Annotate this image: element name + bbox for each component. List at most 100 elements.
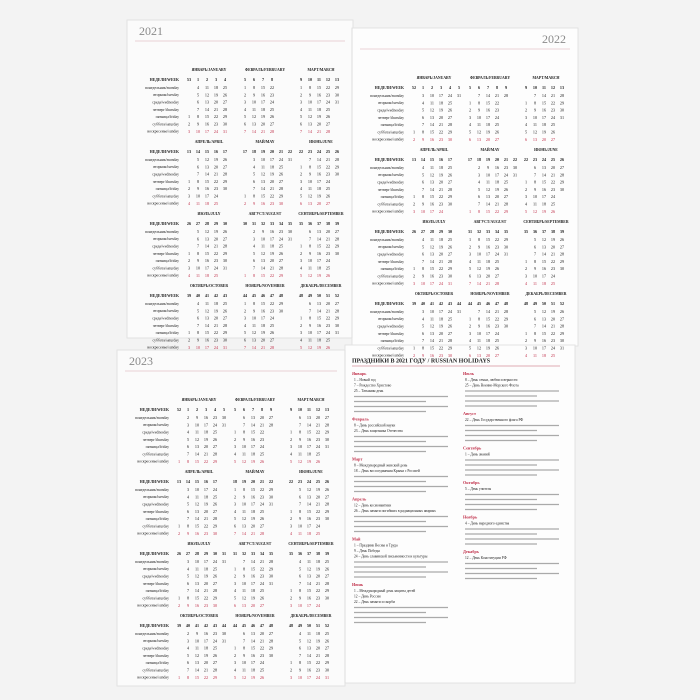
day: 20: [551, 165, 555, 170]
day: 4: [300, 186, 303, 191]
day: 9: [196, 631, 198, 636]
day: 24: [551, 115, 556, 120]
day: 5: [197, 157, 199, 162]
weekday-label: вторник/tuesday: [378, 245, 404, 249]
day: 16: [261, 92, 265, 97]
day: 8: [478, 100, 480, 105]
weekday-label: пятница/friday: [146, 445, 169, 449]
day: 15: [205, 251, 209, 256]
day: 9: [422, 137, 424, 142]
day: 3: [525, 345, 527, 350]
week-number: 52: [177, 407, 181, 412]
day: 12: [205, 308, 209, 313]
week-number: 5: [234, 407, 236, 412]
holiday-month: Февраль: [352, 416, 370, 421]
week-number: 3: [215, 77, 217, 82]
day: 26: [270, 114, 274, 119]
day: 7: [299, 502, 301, 507]
day: 25: [260, 509, 264, 514]
day: 28: [448, 187, 452, 192]
day: 10: [196, 265, 200, 270]
day: 22: [270, 273, 274, 278]
day: 25: [213, 494, 217, 499]
day: 5: [534, 237, 536, 242]
day: 12: [205, 92, 209, 97]
week-number: 14: [421, 157, 426, 162]
week-number: 43: [448, 301, 452, 306]
day: 4: [244, 323, 247, 328]
day: 1: [413, 345, 415, 350]
week-number: 2: [196, 407, 198, 412]
weekday-label: вторник/tuesday: [143, 495, 169, 499]
week-number: 26: [187, 221, 191, 226]
day: 17: [486, 252, 490, 257]
day: 8: [243, 646, 245, 651]
day: 30: [269, 494, 273, 499]
week-number: 52: [335, 293, 339, 298]
day: 14: [195, 516, 200, 521]
weekday-label: понедельник/monday: [135, 416, 169, 420]
day: 28: [560, 172, 564, 177]
day: 24: [448, 309, 453, 314]
day: 31: [335, 100, 339, 105]
day: 11: [430, 165, 434, 170]
day: 19: [251, 516, 255, 521]
holiday-month: Май: [352, 536, 361, 541]
day: 27: [260, 603, 264, 608]
day: 24: [260, 660, 265, 665]
month-name: МАЙ/MAY: [255, 139, 274, 144]
day: 16: [204, 415, 208, 420]
week-label: НЕДЕЛИ/WEEK: [140, 480, 169, 484]
day: 4: [422, 100, 425, 105]
day: 30: [269, 653, 273, 658]
week-number: 12: [316, 407, 320, 412]
day: 27: [269, 631, 273, 636]
day: 10: [195, 559, 199, 564]
day: 13: [195, 581, 199, 586]
month-name: ЯНВАРЬ/JANUARY: [192, 68, 227, 72]
day: 29: [223, 330, 227, 335]
day: 7: [478, 93, 480, 98]
day: 13: [261, 258, 265, 263]
day: 11: [205, 85, 209, 90]
day: 10: [195, 422, 199, 427]
day: 28: [448, 338, 452, 343]
day: 18: [542, 122, 546, 127]
day: 21: [551, 324, 555, 329]
day: 16: [270, 229, 274, 234]
day: 2: [234, 494, 236, 499]
day: 5: [299, 487, 301, 492]
day: 5: [197, 229, 199, 234]
weekday-label: пятница/friday: [381, 267, 404, 271]
day: 26: [260, 595, 264, 600]
week-label: НЕДЕЛИ/WEEK: [140, 552, 169, 556]
day: 29: [504, 237, 508, 242]
day: 20: [204, 444, 208, 449]
day: 30: [560, 187, 564, 192]
day: 16: [307, 667, 311, 672]
day: 31: [223, 265, 227, 270]
day: 5: [469, 129, 471, 134]
day: 11: [533, 281, 537, 286]
day: 19: [551, 309, 555, 314]
day: 31: [222, 559, 226, 564]
day: 16: [430, 353, 434, 358]
week-number: 22: [299, 149, 303, 154]
day: 20: [261, 121, 265, 126]
day: 27: [270, 121, 274, 126]
day: 11: [533, 201, 537, 206]
week-number: 4: [449, 85, 452, 90]
day: 16: [251, 574, 255, 579]
month-name: АВГУСТ/AUGUST: [249, 212, 282, 216]
day: 3: [300, 330, 302, 335]
day: 3: [422, 309, 424, 314]
day: 15: [486, 100, 490, 105]
day: 12: [195, 502, 199, 507]
week-number: 42: [214, 293, 218, 298]
day: 5: [234, 595, 236, 600]
holiday-month: Декабрь: [463, 549, 480, 554]
month-name: АВГУСТ/AUGUST: [239, 542, 272, 546]
day: 15: [317, 85, 321, 90]
day: 14: [205, 172, 210, 177]
day: 28: [213, 451, 217, 456]
